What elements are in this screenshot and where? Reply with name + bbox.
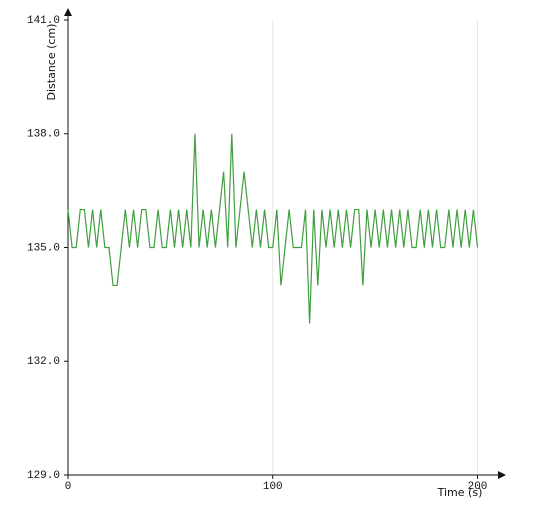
x-tick-label: 0 <box>65 481 72 493</box>
y-axis-label: Distance (cm) <box>45 24 58 101</box>
x-axis-label: Time (s) <box>437 486 483 499</box>
x-tick-label: 100 <box>263 481 283 493</box>
y-tick-label: 138.0 <box>27 129 60 141</box>
data-line <box>67 133 479 324</box>
y-tick-label: 132.0 <box>27 356 60 368</box>
x-tick-label: 200 <box>468 481 488 493</box>
y-tick-label: 129.0 <box>27 470 60 482</box>
y-axis-arrow <box>64 8 72 16</box>
y-tick-label: 141.0 <box>27 15 60 27</box>
y-tick-label: 135.0 <box>27 242 60 254</box>
x-axis-arrow <box>498 471 506 479</box>
